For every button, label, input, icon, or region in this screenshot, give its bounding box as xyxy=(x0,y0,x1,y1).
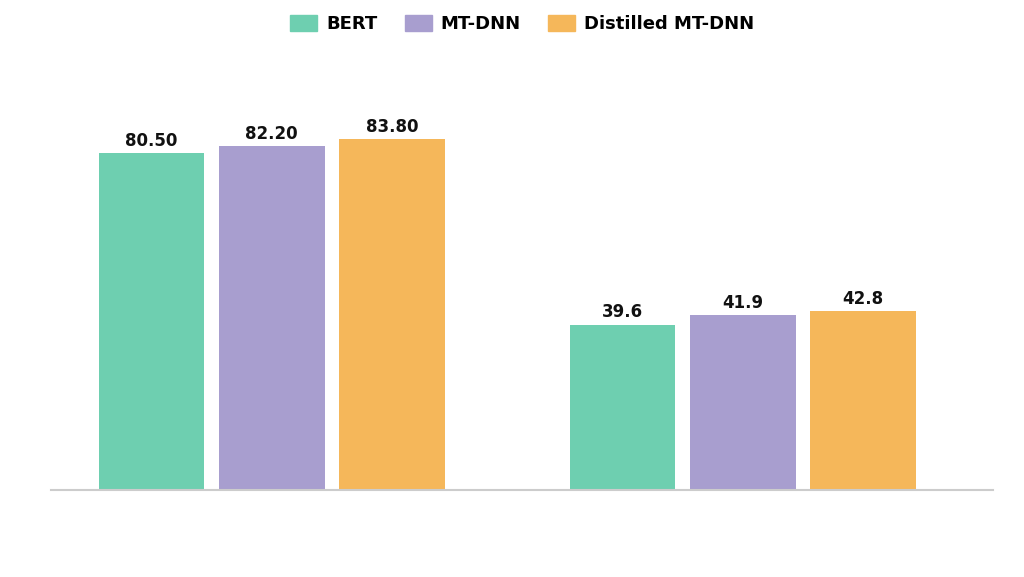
Text: 83.80: 83.80 xyxy=(366,118,418,136)
Bar xyxy=(339,140,444,490)
Text: 80.50: 80.50 xyxy=(125,132,177,150)
Legend: BERT, MT-DNN, Distilled MT-DNN: BERT, MT-DNN, Distilled MT-DNN xyxy=(290,15,755,33)
Bar xyxy=(569,325,676,490)
Bar xyxy=(98,153,205,490)
Bar xyxy=(810,311,915,490)
Text: 82.20: 82.20 xyxy=(246,125,298,143)
Bar xyxy=(690,315,796,490)
Bar xyxy=(219,146,325,490)
Text: 41.9: 41.9 xyxy=(722,294,763,312)
Text: 42.8: 42.8 xyxy=(843,290,884,308)
Text: 39.6: 39.6 xyxy=(602,304,643,321)
